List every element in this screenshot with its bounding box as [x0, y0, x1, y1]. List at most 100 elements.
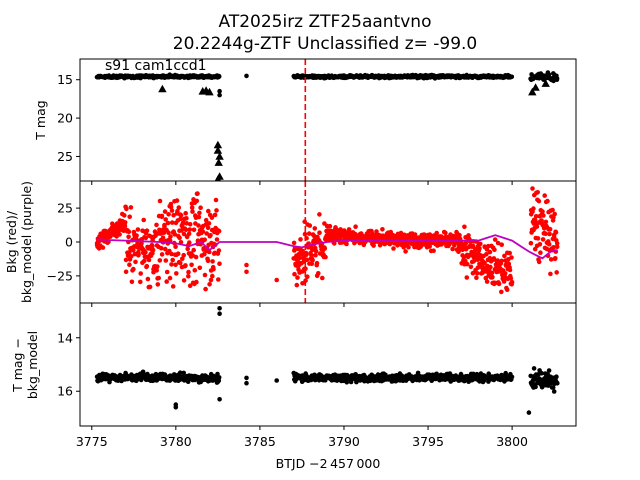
data-point: [309, 261, 315, 267]
data-point: [431, 248, 436, 253]
data-point: [167, 238, 173, 243]
data-point: [434, 230, 440, 236]
data-point: [546, 242, 552, 247]
data-point: [169, 262, 174, 267]
data-point: [353, 224, 358, 229]
data-point: [553, 255, 558, 261]
data-point: [122, 213, 127, 218]
panel-bkg: 25 0 −25 Bkg (red)/ bkg_model (purple): [4, 180, 577, 304]
data-point: [138, 271, 143, 276]
tmag-y-axis: 15 20 25: [57, 72, 80, 164]
data-point: [499, 242, 505, 247]
data-point: [536, 259, 542, 265]
data-point: [170, 284, 176, 289]
y-tick-label: 20: [57, 111, 73, 126]
data-point: [145, 276, 151, 282]
data-point: [314, 260, 320, 266]
data-point: [174, 198, 180, 203]
data-point: [196, 214, 202, 220]
data-point: [530, 186, 535, 191]
data-point: [141, 217, 146, 223]
data-point: [552, 211, 557, 217]
data-point: [202, 237, 207, 242]
x-axis: 3775 3780 3785 3790 3795 3800: [76, 181, 528, 449]
data-point: [484, 279, 490, 284]
data-point: [295, 275, 300, 280]
upper-limit-marker: [214, 175, 222, 181]
panel-tmag-minus-bkg: 14 16 3775 3780 3785 3790 3795 3800 T mag − bk…: [10, 181, 577, 449]
bkg-model-curve: [96, 234, 558, 260]
data-point: [298, 237, 303, 242]
data-point: [536, 198, 542, 204]
data-point: [421, 232, 427, 237]
data-point: [244, 380, 249, 386]
data-point: [303, 266, 308, 272]
data-point: [173, 262, 178, 268]
data-point: [217, 306, 222, 311]
data-point: [468, 264, 474, 270]
data-point: [212, 212, 218, 218]
data-point: [172, 232, 178, 237]
data-point: [203, 217, 209, 223]
data-point: [150, 243, 155, 249]
panel-tmag: 15 20 25 s91 cam1ccd1 T mag: [33, 58, 577, 182]
data-point: [482, 260, 487, 266]
ccd-annotation: s91 cam1ccd1: [105, 58, 207, 74]
data-point: [533, 214, 539, 219]
data-point: [313, 252, 318, 258]
data-point: [202, 272, 208, 278]
data-point: [216, 277, 221, 282]
data-point: [294, 282, 300, 288]
data-point: [474, 275, 479, 281]
chart-title-line1: AT2025irz ZTF25aantvno: [219, 12, 432, 32]
data-point: [487, 249, 493, 255]
data-point: [205, 225, 211, 231]
data-point: [122, 224, 128, 229]
data-point: [208, 233, 213, 238]
data-point: [187, 227, 193, 232]
data-point: [528, 240, 534, 246]
data-point: [526, 410, 532, 415]
data-point: [176, 205, 182, 210]
data-point: [546, 368, 552, 373]
data-point: [495, 258, 500, 263]
data-point: [464, 261, 470, 267]
tmag-minus-bkg-points: [94, 306, 560, 415]
data-point: [178, 216, 183, 222]
data-point: [492, 247, 497, 252]
data-point: [175, 208, 180, 214]
data-point: [274, 378, 280, 383]
tmag-minus-bkg-y-label-line2: bkg_model: [25, 331, 40, 399]
data-point: [167, 275, 173, 281]
data-point: [300, 281, 305, 286]
data-point: [134, 233, 139, 238]
data-point: [159, 245, 164, 251]
data-point: [215, 371, 220, 377]
upper-limit-marker: [214, 158, 223, 166]
data-point: [169, 220, 175, 225]
data-point: [509, 279, 515, 285]
data-point: [502, 271, 508, 276]
data-point: [244, 375, 249, 381]
data-point: [173, 244, 178, 249]
data-point: [244, 73, 249, 79]
data-point: [157, 198, 163, 204]
data-point: [551, 245, 556, 250]
data-point: [177, 260, 183, 266]
data-point: [154, 268, 159, 273]
data-point: [402, 232, 407, 238]
x-tick-label: 3790: [328, 434, 360, 449]
data-point: [470, 270, 476, 276]
data-point: [217, 311, 222, 317]
data-point: [163, 258, 169, 263]
data-point: [499, 289, 504, 295]
data-point: [297, 255, 303, 261]
data-point: [317, 230, 322, 235]
data-point: [181, 252, 186, 258]
data-point: [292, 271, 297, 277]
data-point: [154, 222, 159, 228]
data-point: [208, 277, 214, 283]
data-point: [174, 271, 179, 276]
data-point: [157, 258, 163, 263]
